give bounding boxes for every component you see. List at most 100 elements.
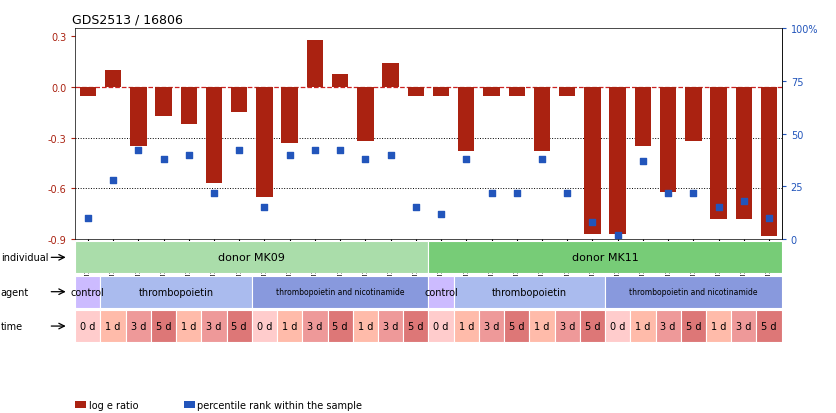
Bar <box>479 310 504 342</box>
Text: 5 d: 5 d <box>155 321 171 331</box>
Text: 0 d: 0 d <box>433 321 449 331</box>
Bar <box>75 276 100 308</box>
Text: 1 d: 1 d <box>459 321 474 331</box>
Bar <box>357 88 374 142</box>
Text: 3 d: 3 d <box>308 321 323 331</box>
Point <box>257 205 271 211</box>
Text: 3 d: 3 d <box>484 321 499 331</box>
Bar <box>75 242 429 274</box>
Point <box>460 156 473 163</box>
Point <box>384 152 397 159</box>
Text: 3 d: 3 d <box>130 321 146 331</box>
Bar <box>303 310 328 342</box>
Bar <box>504 310 529 342</box>
Text: individual: individual <box>1 253 48 263</box>
Bar <box>155 88 171 116</box>
Bar <box>454 276 605 308</box>
Bar <box>655 310 681 342</box>
Text: 1 d: 1 d <box>711 321 726 331</box>
Text: 5 d: 5 d <box>686 321 701 331</box>
Bar <box>757 310 782 342</box>
Text: 0 d: 0 d <box>257 321 273 331</box>
Text: thrombopoietin: thrombopoietin <box>139 287 214 297</box>
Text: 3 d: 3 d <box>559 321 575 331</box>
Bar <box>580 310 605 342</box>
Bar <box>706 310 732 342</box>
Point <box>762 215 776 222</box>
Bar <box>428 310 454 342</box>
Text: control: control <box>71 287 104 297</box>
Text: agent: agent <box>1 287 29 297</box>
Text: time: time <box>1 321 23 331</box>
Point <box>737 198 751 205</box>
Point <box>409 205 422 211</box>
Text: GDS2513 / 16806: GDS2513 / 16806 <box>72 13 182 26</box>
Point <box>611 232 624 239</box>
Text: 5 d: 5 d <box>584 321 600 331</box>
Bar <box>125 310 151 342</box>
Bar <box>483 88 500 96</box>
Text: 3 d: 3 d <box>383 321 398 331</box>
Text: 0 d: 0 d <box>80 321 95 331</box>
Bar <box>605 310 630 342</box>
Point <box>207 190 221 197</box>
Text: 3 d: 3 d <box>206 321 222 331</box>
Bar <box>559 88 575 96</box>
Point <box>510 190 523 197</box>
Point <box>359 156 372 163</box>
Bar <box>100 310 125 342</box>
Bar <box>231 88 247 113</box>
Bar <box>282 88 298 143</box>
Point <box>636 158 650 165</box>
Bar <box>151 310 176 342</box>
Text: donor MK11: donor MK11 <box>572 253 639 263</box>
Bar <box>609 88 626 235</box>
Bar <box>761 88 777 236</box>
Bar <box>433 88 449 96</box>
Point <box>308 148 322 154</box>
Bar <box>252 276 429 308</box>
Bar <box>458 88 475 152</box>
Text: 1 d: 1 d <box>358 321 373 331</box>
Bar <box>277 310 303 342</box>
Text: control: control <box>424 287 458 297</box>
Point <box>334 148 347 154</box>
Point <box>435 211 448 218</box>
Text: 5 d: 5 d <box>762 321 777 331</box>
Text: 3 d: 3 d <box>660 321 675 331</box>
Point <box>661 190 675 197</box>
Point <box>586 219 599 226</box>
Text: 3 d: 3 d <box>737 321 752 331</box>
Bar <box>508 88 525 96</box>
Point <box>283 152 297 159</box>
Bar <box>554 310 580 342</box>
Text: 5 d: 5 d <box>333 321 348 331</box>
Text: 5 d: 5 d <box>408 321 424 331</box>
Text: thrombopoietin: thrombopoietin <box>492 287 567 297</box>
Point <box>535 156 548 163</box>
Bar <box>605 276 782 308</box>
Bar <box>408 88 424 96</box>
Text: 0 d: 0 d <box>610 321 625 331</box>
Text: 1 d: 1 d <box>282 321 298 331</box>
Bar <box>686 88 701 142</box>
Text: 5 d: 5 d <box>509 321 524 331</box>
Point <box>560 190 573 197</box>
Text: 1 d: 1 d <box>534 321 549 331</box>
Bar <box>529 310 554 342</box>
Text: 1 d: 1 d <box>105 321 120 331</box>
Text: donor MK09: donor MK09 <box>218 253 285 263</box>
Text: thrombopoietin and nicotinamide: thrombopoietin and nicotinamide <box>276 287 405 297</box>
Bar <box>227 310 252 342</box>
Bar <box>75 310 100 342</box>
Bar <box>201 310 227 342</box>
Point <box>232 148 246 154</box>
Bar <box>206 88 222 184</box>
Point <box>712 205 726 211</box>
Text: log e ratio: log e ratio <box>89 400 138 410</box>
Text: 1 d: 1 d <box>635 321 650 331</box>
Point <box>81 215 94 222</box>
Bar <box>428 276 454 308</box>
Bar <box>100 276 252 308</box>
Bar <box>176 310 201 342</box>
